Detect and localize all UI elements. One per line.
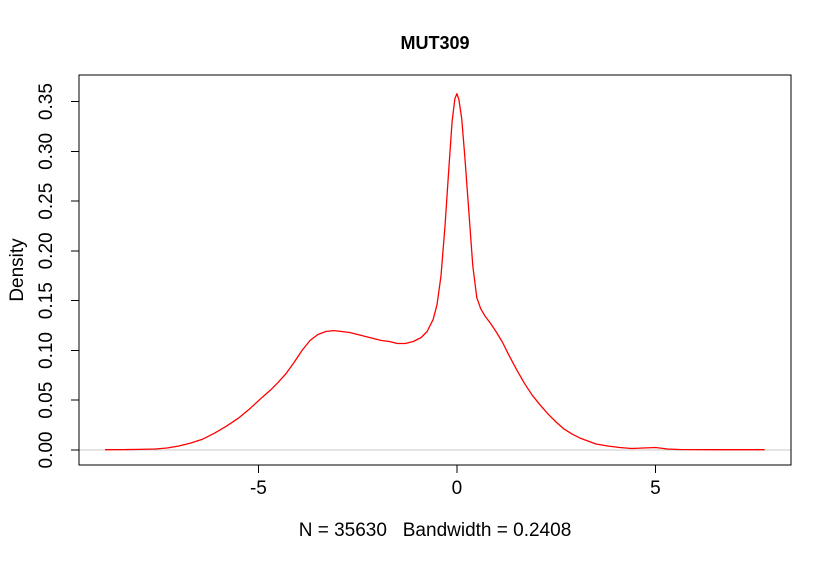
y-tick-label: 0.00 (36, 432, 57, 469)
x-axis-label: N = 35630 Bandwidth = 0.2408 (298, 520, 572, 541)
y-tick-label: 0.35 (36, 83, 57, 120)
plot-box (78, 74, 792, 466)
y-tick-label: 0.10 (36, 332, 57, 369)
y-tick-label: 0.05 (36, 382, 57, 419)
x-tick-label: 5 (650, 478, 661, 499)
y-tick-label: 0.25 (36, 183, 57, 220)
y-tick-label: 0.20 (36, 232, 57, 269)
chart-title: MUT309 (400, 33, 470, 53)
y-tick-label: 0.15 (36, 282, 57, 319)
y-tick-label: 0.30 (36, 133, 57, 170)
x-tick-label: -5 (250, 478, 267, 499)
x-tick-label: 0 (452, 478, 463, 499)
density-curve (104, 93, 765, 451)
y-axis-label: Density (7, 238, 28, 302)
